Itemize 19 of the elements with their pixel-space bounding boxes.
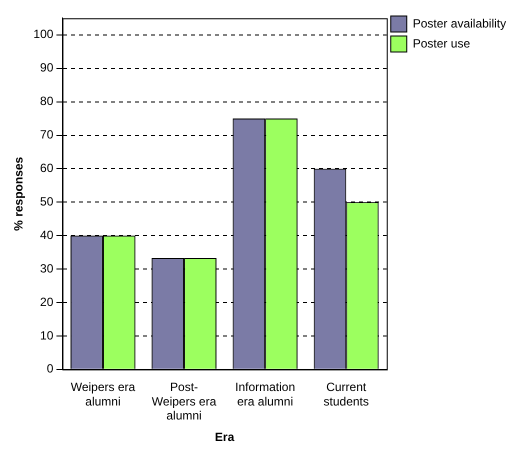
y-tick-label: 0: [46, 362, 54, 376]
x-tick-label: Post-Weipers era alumni: [152, 380, 217, 423]
y-tick-label: 60: [40, 161, 54, 176]
legend-label: Poster use: [412, 36, 470, 50]
y-axis-title: % responses: [12, 156, 26, 231]
y-tick-label: 80: [40, 94, 54, 108]
legend-label: Poster availability: [412, 16, 506, 30]
y-tick-label: 10: [40, 328, 54, 342]
y-tick-label: 50: [40, 194, 54, 208]
x-tick-label: Weipers era alumni: [70, 380, 136, 408]
x-tick-label: Information era alumni: [235, 380, 296, 408]
x-axis-title: Era: [214, 430, 235, 444]
y-tick-label: 100: [33, 27, 54, 42]
x-tick-label: Current students: [324, 380, 369, 408]
y-tick-label: 20: [40, 294, 54, 309]
y-tick-label: 40: [40, 228, 54, 242]
y-tick-label: 90: [40, 60, 54, 75]
y-tick-label: 70: [40, 128, 54, 142]
y-tick-label: 30: [40, 261, 54, 276]
